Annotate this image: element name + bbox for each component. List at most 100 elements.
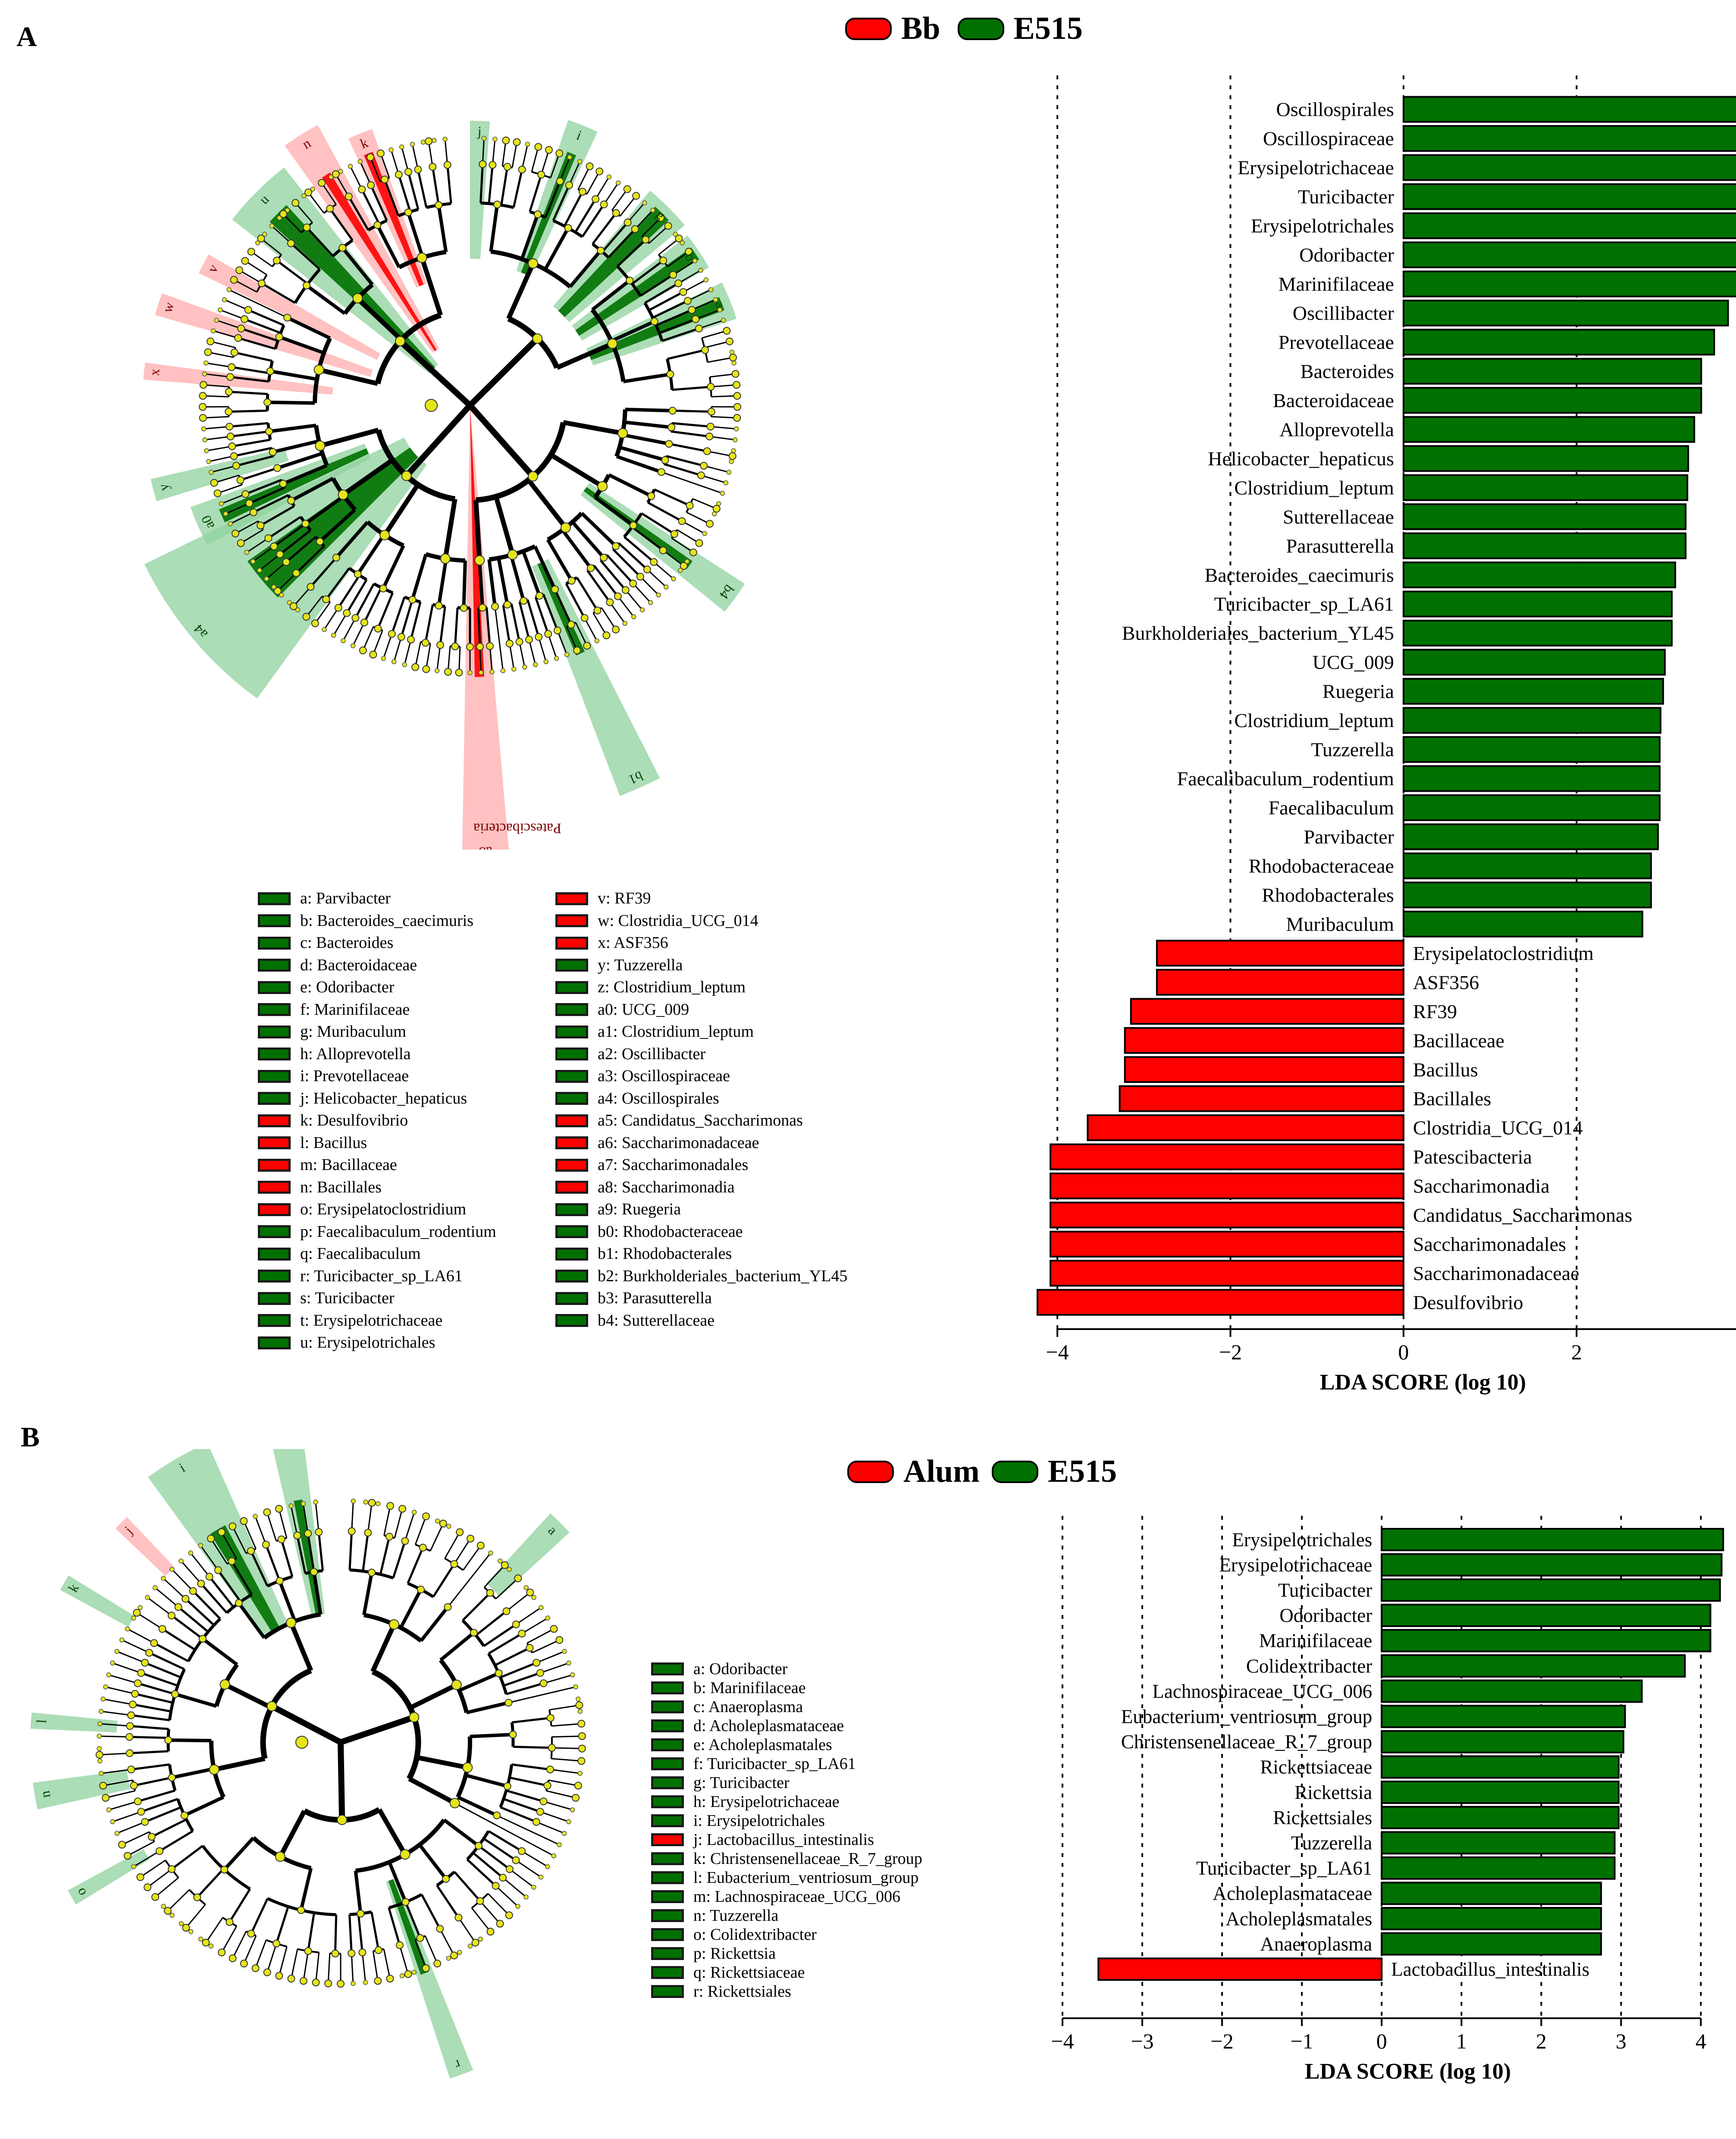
bar-label-a-13: Clostridium_leptum [1234,477,1394,499]
bar-b-12-tuzzerella [1382,1832,1614,1854]
x-axis-label-a: LDA SCORE (log 10) [1320,1370,1526,1395]
x-tick-label-b-3: −1 [1291,2029,1313,2053]
bar-a-20-ruegeria [1404,679,1663,704]
bar-label-b-3: Odoribacter [1279,1605,1372,1626]
bar-label-b-6: Lachnospiraceae_UCG_006 [1152,1681,1372,1702]
bar-a-0-oscillospirales [1404,97,1736,122]
bar-a-2-erysipelotrichaceae [1404,155,1736,180]
bar-a-12-helicobacter-hepaticus [1404,446,1688,471]
bar-label-a-12: Helicobacter_hepaticus [1208,448,1394,470]
bar-a-31-rf39 [1131,999,1404,1024]
bar-label-a-20: Ruegeria [1322,681,1394,703]
bar-label-a-37: Saccharimonadia [1413,1175,1550,1197]
bar-label-a-32: Bacillaceae [1413,1029,1504,1051]
bar-b-14-acholeplasmataceae [1382,1882,1601,1904]
bar-a-30-asf356 [1157,970,1404,995]
bar-label-b-9: Rickettsiaceae [1260,1756,1372,1778]
bar-a-14-sutterellaceae [1404,504,1686,529]
x-axis-label-b: LDA SCORE (log 10) [1305,2059,1511,2084]
bar-label-a-4: Erysipelotrichales [1251,215,1394,237]
bar-a-24-faecalibaculum [1404,795,1660,820]
bar-label-a-31: RF39 [1413,1000,1457,1022]
bar-a-28-muribaculum [1404,912,1642,937]
bar-label-b-14: Acholeplasmataceae [1213,1883,1372,1904]
bar-label-a-16: Bacteroides_caecimuris [1205,564,1394,586]
bar-a-7-oscillibacter [1404,301,1728,326]
bar-a-9-bacteroides [1404,359,1701,384]
bar-a-27-rhodobacterales [1404,882,1651,907]
x-tick-label-b-7: 3 [1616,2029,1626,2053]
bar-label-a-11: Alloprevotella [1279,418,1394,440]
bar-a-34-bacillales [1120,1086,1404,1111]
x-tick-label-b-0: −4 [1051,2029,1074,2053]
bar-a-25-parvibacter [1404,824,1658,849]
bar-label-a-38: Candidatus_Saccharimonas [1413,1204,1632,1226]
bar-b-16-anaeroplasma [1382,1933,1601,1955]
bar-label-b-15: Acholeplasmatales [1225,1908,1372,1929]
bar-label-b-10: Rickettsia [1294,1781,1372,1803]
bar-b-1-erysipelotrichaceae [1382,1554,1721,1576]
x-tick-label-b-1: −3 [1131,2029,1153,2053]
bar-label-a-9: Bacteroides [1300,360,1394,382]
bar-label-a-30: ASF356 [1413,971,1479,993]
bar-label-a-22: Tuzzerella [1311,739,1394,761]
bar-b-10-rickettsia [1382,1781,1619,1803]
bar-a-41-desulfovibrio [1037,1290,1404,1315]
x-tick-label-b-8: 4 [1695,2029,1706,2053]
bar-label-a-19: UCG_009 [1313,651,1394,673]
bar-a-38-candidatus-saccharimonas [1050,1202,1404,1227]
bar-label-a-34: Bacillales [1413,1088,1491,1110]
bar-a-19-ucg-009 [1404,650,1665,675]
bar-a-23-faecalibaculum-rodentium [1404,766,1660,791]
bar-label-a-14: Sutterellaceae [1283,506,1394,528]
bar-label-a-40: Saccharimonadaceae [1413,1262,1579,1284]
bar-label-b-8: Christensenellaceae_R_7_group [1121,1731,1372,1753]
bar-label-a-41: Desulfovibrio [1413,1292,1523,1314]
bar-b-0-erysipelotrichales [1382,1529,1723,1550]
bar-a-1-oscillospiraceae [1404,126,1736,151]
bar-label-a-33: Bacillus [1413,1059,1478,1081]
lda-chart-a: −4−2024LDA SCORE (log 10)Oscillospirales… [0,0,1736,1423]
bar-a-29-erysipelatoclostridium [1157,941,1404,966]
bar-label-b-5: Colidextribacter [1246,1655,1372,1677]
bar-label-a-5: Odoribacter [1299,244,1394,266]
bar-b-11-rickettsiales [1382,1807,1619,1828]
bar-a-26-rhodobacteraceae [1404,853,1651,878]
bar-label-a-8: Prevotellaceae [1278,331,1394,353]
bar-label-a-26: Rhodobacteraceae [1249,855,1394,877]
bar-a-11-alloprevotella [1404,417,1694,442]
bar-label-a-2: Erysipelotrichaceae [1238,157,1394,179]
bar-label-a-35: Clostridia_UCG_014 [1413,1117,1583,1139]
bar-label-b-11: Rickettsiales [1273,1807,1372,1828]
bar-label-a-6: Marinifilaceae [1278,273,1394,295]
bar-label-a-23: Faecalibaculum_rodentium [1177,768,1394,790]
bar-label-b-4: Marinifilaceae [1259,1630,1372,1652]
x-tick-label-a-1: −2 [1219,1340,1242,1364]
bar-a-8-prevotellaceae [1404,329,1714,354]
bar-label-b-13: Turicibacter_sp_LA61 [1196,1857,1372,1879]
bar-label-b-17: Lactobacillus_intestinalis [1391,1959,1589,1980]
x-tick-label-a-0: −4 [1046,1340,1069,1364]
bar-a-16-bacteroides-caecimuris [1404,562,1675,587]
bar-a-15-parasutterella [1404,533,1686,558]
bar-label-b-1: Erysipelotrichaceae [1219,1554,1372,1576]
bar-a-4-erysipelotrichales [1404,213,1736,238]
bar-label-a-0: Oscillospirales [1276,98,1394,120]
bar-a-6-marinifilaceae [1404,271,1736,296]
bar-a-35-clostridia-ucg-014 [1087,1115,1404,1140]
bar-a-36-patescibacteria [1050,1145,1404,1170]
bar-a-33-bacillus [1125,1057,1404,1082]
bar-b-5-colidextribacter [1382,1655,1685,1677]
bar-a-32-bacillaceae [1125,1028,1404,1053]
bar-a-3-turicibacter [1404,184,1736,209]
bar-label-b-0: Erysipelotrichales [1232,1529,1372,1550]
bar-label-a-36: Patescibacteria [1413,1146,1532,1168]
bar-label-a-28: Muribaculum [1286,913,1394,935]
bar-label-a-24: Faecalibaculum [1269,797,1394,819]
bar-a-22-tuzzerella [1404,737,1660,762]
bar-label-a-25: Parvibacter [1304,826,1394,848]
bar-b-17-lactobacillus-intestinalis [1098,1958,1382,1980]
bar-label-a-18: Burkholderiales_bacterium_YL45 [1122,622,1394,644]
bar-label-a-7: Oscillibacter [1293,302,1394,324]
